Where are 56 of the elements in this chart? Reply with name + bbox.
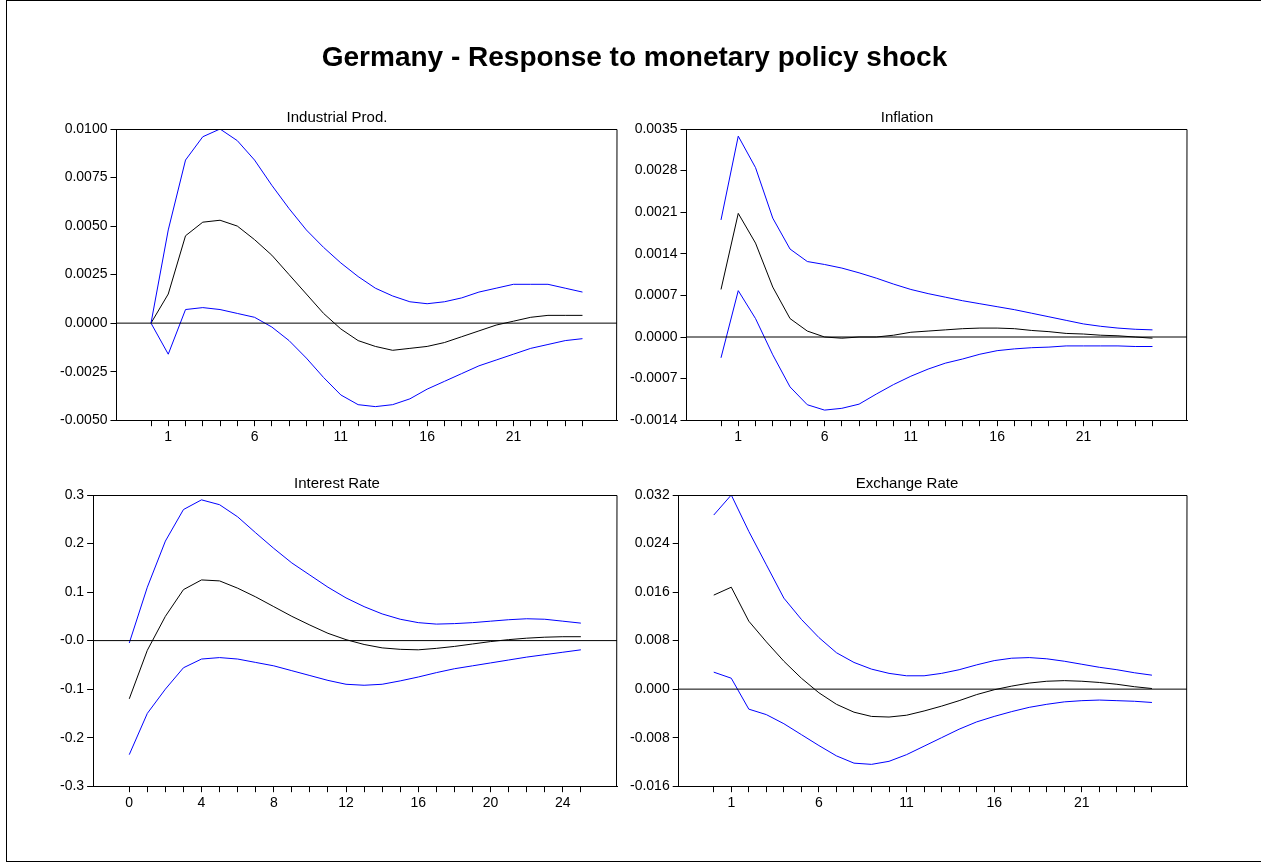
chart-title: Inflation — [880, 108, 934, 126]
chart-title: Industrial Prod. — [286, 108, 388, 126]
x-tick-label: 21 — [1075, 428, 1092, 445]
y-tick-label: 0.1 — [64, 582, 85, 599]
y-tick-label: 0.016 — [634, 582, 670, 599]
x-tick-label: 1 — [734, 428, 743, 445]
x-tick-label: 16 — [410, 794, 427, 811]
y-tick-label: -0.016 — [629, 777, 670, 794]
x-tick-label: 21 — [1074, 794, 1090, 811]
x-tick-label: 8 — [269, 794, 278, 811]
x-tick-label: 6 — [250, 428, 259, 445]
x-tick-label: 0 — [125, 794, 134, 811]
x-tick-label: 11 — [903, 428, 919, 445]
y-tick-label: 0.032 — [634, 485, 670, 502]
y-tick-label: 0.2 — [64, 534, 85, 551]
y-tick-label: 0.0028 — [634, 161, 678, 178]
y-tick-label: 0.000 — [634, 679, 670, 696]
y-tick-label: 0.3 — [64, 485, 85, 502]
y-tick-label: 0.0007 — [634, 286, 678, 303]
chart-title: Interest Rate — [294, 474, 380, 492]
y-tick-label: -0.0025 — [60, 362, 108, 379]
y-tick-label: 0.024 — [634, 534, 670, 551]
y-tick-label: -0.0 — [60, 631, 85, 648]
x-tick-label: 21 — [505, 428, 522, 445]
x-tick-label: 11 — [899, 794, 915, 811]
y-tick-label: -0.1 — [60, 679, 85, 696]
x-tick-label: 16 — [419, 428, 436, 445]
y-tick-label: -0.008 — [629, 728, 670, 745]
text: Germany - Response to monetary policy shock — [320, 41, 949, 73]
x-tick-label: 24 — [555, 794, 571, 811]
y-tick-label: 0.008 — [634, 631, 670, 648]
y-tick-label: 0.0014 — [634, 244, 678, 261]
chart-title: Exchange Rate — [855, 474, 959, 492]
y-tick-label: 0.0100 — [64, 119, 108, 136]
y-tick-label: -0.2 — [60, 728, 85, 745]
x-tick-label: 6 — [820, 428, 829, 445]
x-tick-label: 1 — [727, 794, 736, 811]
y-tick-label: 0.0000 — [64, 313, 108, 330]
y-tick-label: -0.0007 — [630, 369, 678, 386]
x-tick-label: 12 — [338, 794, 355, 811]
y-tick-label: 0.0000 — [634, 327, 678, 344]
x-tick-label: 20 — [482, 794, 499, 811]
x-tick-label: 16 — [989, 428, 1006, 445]
y-tick-label: -0.0014 — [630, 411, 678, 428]
y-tick-label: 0.0075 — [64, 168, 108, 185]
y-tick-label: -0.0050 — [60, 411, 108, 428]
x-tick-label: 16 — [986, 794, 1003, 811]
y-tick-label: 0.0050 — [64, 216, 108, 233]
y-tick-label: 0.0021 — [634, 203, 678, 220]
x-tick-label: 1 — [164, 428, 173, 445]
x-tick-label: 6 — [815, 794, 824, 811]
y-tick-label: -0.3 — [60, 777, 85, 794]
y-tick-label: 0.0035 — [634, 119, 678, 136]
y-tick-label: 0.0025 — [64, 265, 108, 282]
x-tick-label: 4 — [197, 794, 206, 811]
x-tick-label: 11 — [333, 428, 349, 445]
